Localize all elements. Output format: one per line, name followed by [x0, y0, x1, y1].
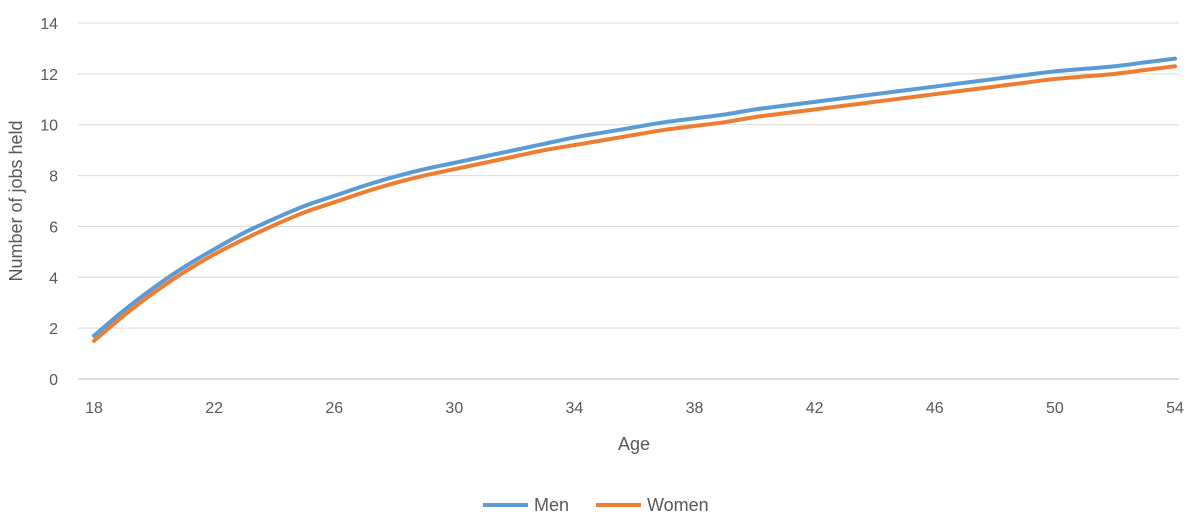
x-tick-label: 38 [686, 400, 704, 417]
y-tick-label: 4 [49, 270, 58, 287]
series-line-women [92, 64, 1177, 343]
y-tick-label: 14 [40, 16, 58, 33]
y-tick-labels: 0 2 4 6 8 10 12 14 [40, 16, 58, 389]
legend-item-men: Men [483, 495, 569, 515]
legend: Men Women [483, 495, 709, 515]
legend-label: Women [647, 495, 709, 515]
y-tick-label: 12 [40, 67, 58, 84]
x-tick-label: 34 [566, 400, 584, 417]
legend-label: Men [534, 495, 569, 515]
y-tick-label: 0 [49, 372, 58, 389]
x-tick-label: 30 [445, 400, 463, 417]
x-tick-label: 18 [85, 400, 103, 417]
x-tick-label: 50 [1046, 400, 1064, 417]
x-tick-label: 22 [205, 400, 223, 417]
y-tick-label: 8 [49, 169, 58, 186]
x-tick-label: 54 [1166, 400, 1184, 417]
legend-item-women: Women [596, 495, 709, 515]
x-tick-label: 42 [806, 400, 824, 417]
x-tick-labels: 18 22 26 30 34 38 42 46 50 54 [85, 400, 1184, 417]
y-axis-title: Number of jobs held [6, 120, 26, 281]
y-tick-label: 10 [40, 118, 58, 135]
gridlines [78, 22, 1179, 329]
y-tick-label: 2 [49, 321, 58, 338]
series-lines [92, 56, 1177, 343]
series-line-men [92, 56, 1177, 338]
y-tick-label: 6 [49, 219, 58, 236]
x-tick-label: 26 [325, 400, 343, 417]
x-axis-title: Age [618, 434, 650, 454]
x-tick-label: 46 [926, 400, 944, 417]
